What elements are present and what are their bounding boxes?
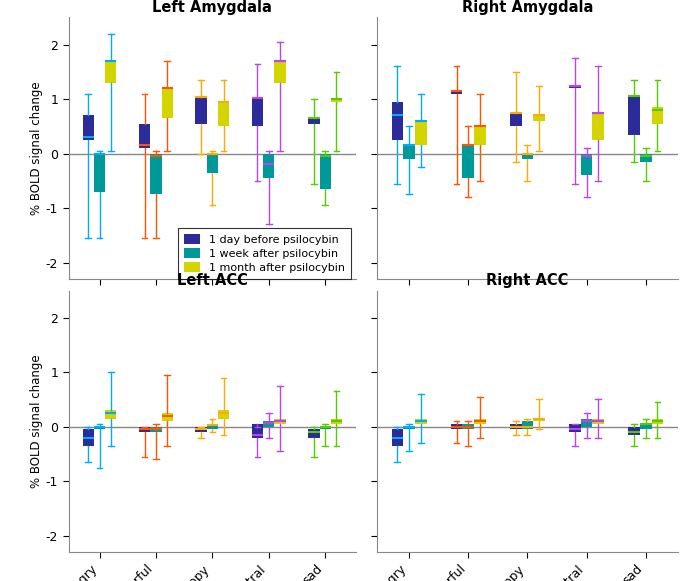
Bar [218, 101, 229, 127]
Bar [628, 426, 640, 435]
Bar [162, 413, 173, 421]
Bar [319, 153, 331, 189]
Bar [593, 113, 604, 140]
Bar [275, 418, 286, 424]
Bar [521, 421, 534, 429]
Bar [451, 91, 462, 94]
Bar [275, 61, 286, 83]
Bar [308, 118, 319, 124]
Bar [252, 424, 263, 437]
Title: Right ACC: Right ACC [486, 273, 569, 288]
Y-axis label: % BOLD signal change: % BOLD signal change [30, 81, 43, 215]
Bar [207, 424, 218, 429]
Title: Left Amygdala: Left Amygdala [152, 0, 273, 15]
Bar [569, 424, 581, 432]
Bar [83, 116, 94, 140]
Bar [534, 116, 545, 121]
Bar [462, 424, 474, 429]
Bar [510, 113, 521, 127]
Bar [628, 96, 640, 135]
Bar [331, 99, 342, 102]
Bar [534, 418, 545, 421]
Bar [640, 424, 651, 429]
Bar [451, 424, 462, 429]
Bar [640, 153, 651, 162]
Bar [263, 421, 275, 426]
Bar [415, 121, 427, 145]
Bar [474, 127, 486, 145]
Bar [195, 98, 207, 124]
Bar [105, 61, 116, 83]
Title: Left ACC: Left ACC [177, 273, 248, 288]
Legend: 1 day before psilocybin, 1 week after psilocybin, 1 month after psilocybin: 1 day before psilocybin, 1 week after ps… [178, 228, 351, 278]
Bar [83, 429, 94, 446]
Bar [162, 88, 173, 118]
Bar [94, 153, 105, 192]
Bar [308, 429, 319, 437]
Bar [593, 418, 604, 424]
Bar [105, 410, 116, 418]
Y-axis label: % BOLD signal change: % BOLD signal change [30, 354, 43, 488]
Bar [392, 102, 403, 140]
Bar [581, 153, 593, 175]
Bar [392, 429, 403, 446]
Bar [521, 153, 534, 159]
Bar [462, 145, 474, 178]
Bar [218, 410, 229, 418]
Bar [263, 153, 275, 178]
Title: Right Amygdala: Right Amygdala [462, 0, 593, 15]
Bar [651, 418, 663, 424]
Bar [195, 426, 207, 432]
Bar [150, 426, 162, 432]
Bar [331, 418, 342, 424]
Bar [139, 426, 150, 432]
Bar [403, 145, 415, 159]
Bar [94, 426, 105, 429]
Bar [403, 426, 415, 429]
Bar [415, 418, 427, 424]
Bar [252, 98, 263, 127]
Bar [207, 153, 218, 173]
Bar [319, 426, 331, 429]
Bar [474, 418, 486, 424]
Bar [150, 153, 162, 195]
Bar [510, 424, 521, 429]
Bar [569, 85, 581, 88]
Bar [581, 418, 593, 426]
Bar [139, 124, 150, 148]
Bar [651, 107, 663, 124]
